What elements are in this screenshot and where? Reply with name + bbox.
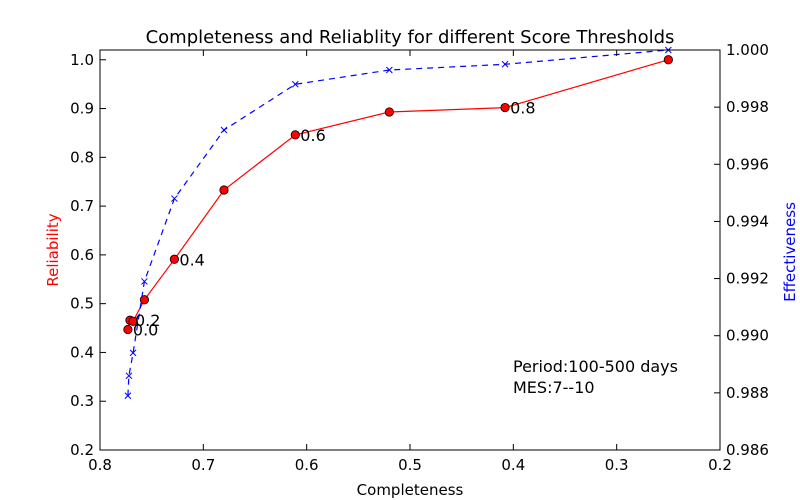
- y-right-tick-label: 1.000: [726, 41, 769, 59]
- data-point-effectiveness: [220, 126, 228, 134]
- y-right-tick-label: 0.990: [726, 327, 769, 345]
- y-right-tick-label: 0.988: [726, 384, 769, 402]
- y-left-axis-title: Reliability: [44, 213, 62, 286]
- data-point-effectiveness: [129, 349, 137, 357]
- data-point-reliability: [384, 107, 394, 117]
- y-right-tick-label: 0.996: [726, 155, 769, 173]
- y-left-tick-label: 0.5: [70, 295, 94, 313]
- threshold-annotation: 0.8: [510, 99, 535, 118]
- info-text-mes: MES:7--10: [513, 378, 595, 397]
- y-right-tick-label: 0.994: [726, 212, 769, 230]
- data-point-reliability: [500, 102, 510, 113]
- x-axis-title: Completeness: [357, 481, 464, 499]
- y-left-tick-label: 0.4: [70, 343, 94, 361]
- y-left-tick-label: 0.6: [70, 246, 94, 264]
- data-point-reliability: [219, 185, 229, 195]
- y-left-tick-label: 0.9: [70, 100, 94, 118]
- data-point-effectiveness: [171, 195, 178, 202]
- x-tick-label: 0.8: [88, 456, 112, 474]
- y-left-tick-label: 0.2: [70, 441, 94, 459]
- threshold-annotation: 0.2: [135, 311, 160, 330]
- data-point-effectiveness: [291, 80, 299, 88]
- data-point-effectiveness: [385, 66, 393, 74]
- data-point-effectiveness: [125, 372, 133, 380]
- series-line-effectiveness: [127, 49, 669, 396]
- x-tick-label: 0.4: [501, 456, 525, 474]
- info-text-period: Period:100-500 days: [513, 357, 678, 376]
- x-tick-label: 0.7: [191, 456, 215, 474]
- data-point-reliability: [169, 254, 179, 264]
- data-point-reliability: [128, 316, 138, 326]
- x-tick-label: 0.6: [295, 456, 319, 474]
- y-right-tick-label: 0.986: [726, 441, 769, 459]
- data-point-reliability: [663, 55, 673, 65]
- x-tick-label: 0.2: [708, 456, 732, 474]
- y-left-tick-label: 1.0: [70, 51, 94, 69]
- data-point-effectiveness: [141, 278, 148, 285]
- chart-title: Completeness and Reliablity for differen…: [146, 27, 675, 48]
- x-tick-label: 0.5: [398, 456, 422, 474]
- y-left-tick-label: 0.7: [70, 197, 94, 215]
- threshold-annotation: 0.4: [179, 250, 204, 269]
- data-point-reliability: [123, 324, 133, 335]
- y-right-tick-label: 0.992: [726, 270, 769, 288]
- y-left-tick-label: 0.8: [70, 148, 94, 166]
- y-right-tick-label: 0.998: [726, 98, 769, 116]
- threshold-annotation: 0.0: [133, 321, 158, 340]
- data-point-effectiveness: [501, 60, 509, 68]
- threshold-annotation: 0.6: [300, 126, 325, 145]
- x-tick-label: 0.3: [605, 456, 629, 474]
- y-right-axis-title: Effectiveness: [781, 202, 799, 302]
- data-point-effectiveness: [124, 392, 132, 400]
- data-point-reliability: [290, 130, 300, 140]
- y-left-tick-label: 0.3: [70, 392, 94, 410]
